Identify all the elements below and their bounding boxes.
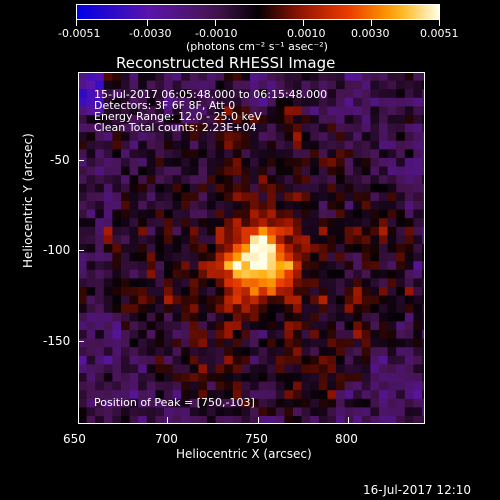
- colorbar-tick: [147, 20, 148, 26]
- colorbar: [76, 4, 440, 20]
- y-axis-tick: [78, 341, 84, 342]
- x-axis-tick: [258, 417, 259, 423]
- info-line-detectors: Detectors: 3F 6F 8F, Att 0: [94, 99, 236, 112]
- y-tick-label: -100: [43, 243, 71, 257]
- info-line-time: 15-Jul-2017 06:05:48.000 to 06:15:48.000: [94, 88, 328, 101]
- plot-title: Reconstructed RHESSI Image: [116, 54, 336, 72]
- footer-timestamp: 16-Jul-2017 12:10: [363, 483, 472, 497]
- x-axis-label: Heliocentric X (arcsec): [176, 447, 312, 461]
- colorbar-tick-label: -0.0010: [195, 27, 238, 40]
- y-axis-label: Heliocentric Y (arcsec): [21, 133, 35, 268]
- colorbar-tick: [303, 20, 304, 26]
- colorbar-tick: [76, 20, 77, 26]
- y-axis-tick: [78, 160, 84, 161]
- y-tick-label: -150: [43, 334, 71, 348]
- x-tick-label: 800: [335, 432, 358, 446]
- rhessi-image: [78, 72, 425, 424]
- y-tick-label: -50: [50, 153, 70, 167]
- colorbar-tick: [215, 20, 216, 26]
- x-axis-tick: [167, 417, 168, 423]
- colorbar-tick-label: -0.0051: [58, 27, 101, 40]
- x-tick-label: 700: [155, 432, 178, 446]
- colorbar-tick-label: -0.0030: [129, 27, 172, 40]
- info-line-energy: Energy Range: 12.0 - 25.0 keV: [94, 110, 262, 123]
- colorbar-tick: [439, 20, 440, 26]
- colorbar-tick-label: 0.0051: [420, 27, 459, 40]
- colorbar-tick-label: 0.0030: [351, 27, 390, 40]
- x-tick-label: 650: [63, 432, 86, 446]
- colorbar-tick-label: 0.0010: [287, 27, 326, 40]
- x-tick-label: 750: [245, 432, 268, 446]
- y-axis-tick: [78, 250, 84, 251]
- colorbar-tick: [371, 20, 372, 26]
- peak-position-label: Position of Peak = [750,-103]: [94, 396, 255, 409]
- colorbar-unit-label: (photons cm⁻² s⁻¹ asec⁻²): [186, 40, 328, 53]
- x-axis-tick: [78, 417, 79, 423]
- info-line-counts: Clean Total counts: 2.23E+04: [94, 121, 257, 134]
- x-axis-tick: [348, 417, 349, 423]
